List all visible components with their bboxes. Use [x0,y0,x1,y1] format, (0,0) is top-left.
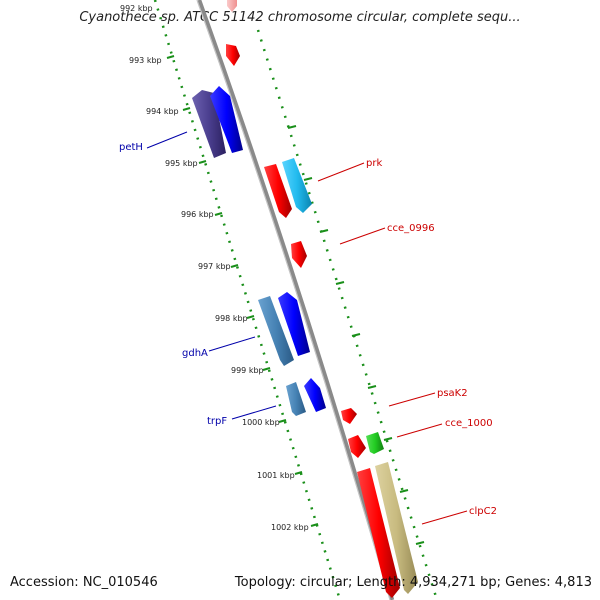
gdhA-leader [208,336,256,352]
kbp-label: 1001 kbp [257,471,295,480]
gene-label-cce_0996[interactable]: cce_0996 [387,223,435,234]
gene-label-psaK2[interactable]: psaK2 [437,388,468,399]
red-gene-clpC2[interactable] [357,468,400,598]
blue-gene-994[interactable] [210,86,243,153]
kbp-label: 992 kbp [120,4,153,13]
red-gene-993[interactable] [226,44,240,66]
gene-label-prk[interactable]: prk [366,158,382,169]
inner-tick-ring [153,0,342,600]
kbp-label: 999 kbp [231,366,264,375]
chromosome-backbone-highlight [196,0,391,600]
gene-label-cce_1000[interactable]: cce_1000 [445,418,493,429]
gene-label-clpC2[interactable]: clpC2 [469,506,497,517]
psaK2-leader [388,392,436,407]
petH-leader [146,131,188,149]
kbp-label: 994 kbp [146,107,179,116]
khaki-gene-clpC2[interactable] [375,462,418,594]
kbp-label: 998 kbp [215,314,248,323]
kbp-label: 1000 kbp [242,418,280,427]
genome-stats: Topology: circular; Length: 4,934,271 bp… [234,575,592,590]
steel-blue-gene-gdhA[interactable] [258,296,294,366]
blue-gene-999[interactable] [304,378,326,412]
red-gene-psaK2[interactable] [341,408,357,424]
kbp-label: 995 kbp [165,159,198,168]
faded-top-gene[interactable] [227,0,237,12]
major-ticks [166,55,425,545]
cce_0996-leader [339,227,386,245]
green-gene-cce_1000[interactable] [366,432,384,454]
kbp-label: 996 kbp [181,210,214,219]
accession-info: Accession: NC_010546 [10,575,158,590]
chromosome-backbone [196,0,395,600]
kbp-label: 1002 kbp [271,523,309,532]
clpC2-leader [421,510,468,525]
blue-gene-998[interactable] [278,292,310,356]
cyan-gene-prk[interactable] [282,158,312,213]
gene-label-trpF[interactable]: trpF [207,416,227,427]
steel-blue-gene-trpF[interactable] [286,382,306,416]
dark-blue-gene-petH[interactable] [192,90,226,158]
gene-label-petH[interactable]: petH [119,142,143,153]
kbp-label: 993 kbp [129,56,162,65]
map-title: Cyanothece sp. ATCC 51142 chromosome cir… [79,10,521,25]
red-gene-prk[interactable] [264,164,292,218]
red-gene-cce_0996[interactable] [291,241,307,268]
cce_1000-leader [396,423,443,438]
trpF-leader [231,405,277,420]
kbp-label: 997 kbp [198,262,231,271]
gene-label-gdhA[interactable]: gdhA [182,348,208,359]
red-gene-1000[interactable] [348,435,366,458]
prk-leader [317,162,365,182]
